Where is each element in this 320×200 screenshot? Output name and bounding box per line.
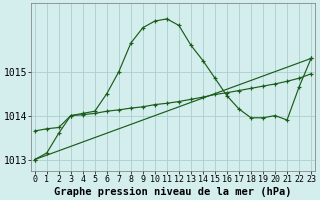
X-axis label: Graphe pression niveau de la mer (hPa): Graphe pression niveau de la mer (hPa): [54, 186, 292, 197]
